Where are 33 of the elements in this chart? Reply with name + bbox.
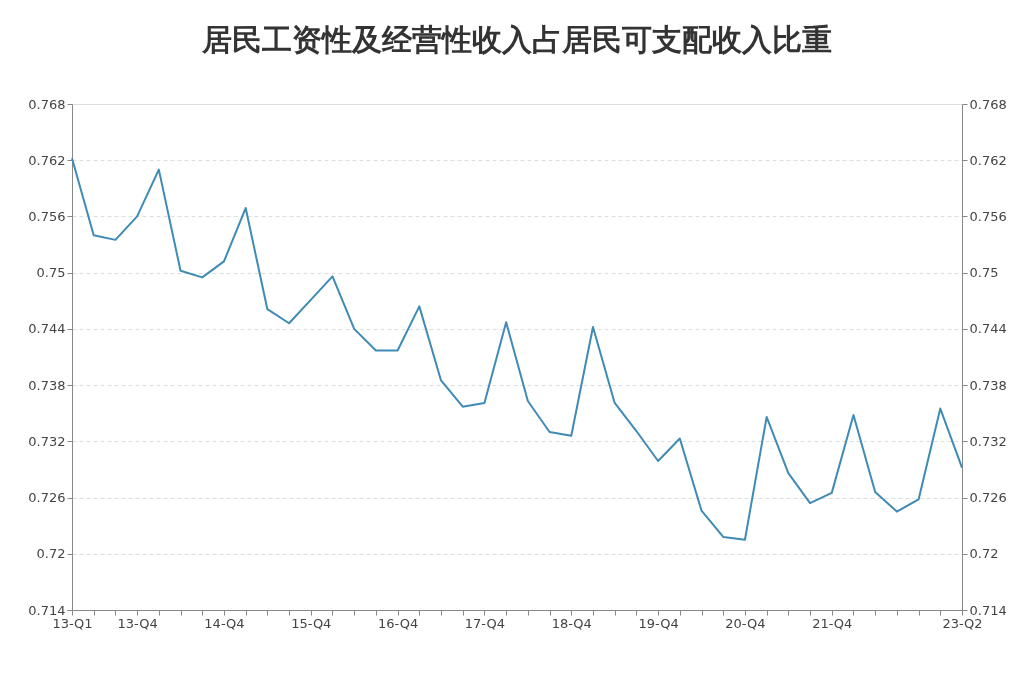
x-tick-label: 23-Q2: [942, 615, 983, 631]
y2-tick-label: 0.75: [969, 265, 999, 281]
y2-tick-label: 0.738: [969, 377, 1007, 393]
y2-tick-label: 0.714: [969, 602, 1007, 618]
x-tick-label: 21-Q4: [812, 615, 853, 631]
x-tick-label: 16-Q4: [378, 615, 419, 631]
y-tick-label: 0.732: [28, 433, 66, 449]
y-tick-label: 0.744: [28, 321, 66, 337]
x-tick-label: 19-Q4: [638, 615, 679, 631]
y-tick-label: 0.75: [36, 265, 66, 281]
y-tick-label: 0.738: [28, 377, 66, 393]
x-tick-label: 20-Q4: [725, 615, 766, 631]
y2-tick-label: 0.732: [969, 433, 1007, 449]
y-tick-label: 0.756: [28, 208, 66, 224]
x-tick-label: 13-Q1: [52, 615, 93, 631]
y2-tick-label: 0.72: [969, 546, 999, 562]
chart-title: 居民工资性及经营性收入占居民可支配收入比重: [201, 22, 832, 57]
y-tick-label: 0.72: [36, 546, 66, 562]
line-series: [71, 157, 963, 541]
y2-tick-label: 0.726: [969, 490, 1007, 506]
y-tick-label: 0.726: [28, 490, 66, 506]
x-tick-label: 17-Q4: [464, 615, 506, 631]
y2-tick-label: 0.744: [969, 321, 1007, 337]
y-tick-label: 0.762: [28, 152, 66, 168]
x-tick-label: 13-Q4: [117, 615, 158, 631]
y2-tick-label: 0.762: [969, 152, 1007, 168]
x-tick-label: 14-Q4: [204, 615, 245, 631]
y-tick-label: 0.768: [28, 96, 66, 112]
y-tick-label: 0.714: [28, 602, 66, 618]
y2-tick-label: 0.756: [969, 208, 1007, 224]
x-tick-label: 18-Q4: [551, 615, 592, 631]
y2-tick-label: 0.768: [969, 96, 1007, 112]
x-tick-label: 15-Q4: [291, 615, 332, 631]
